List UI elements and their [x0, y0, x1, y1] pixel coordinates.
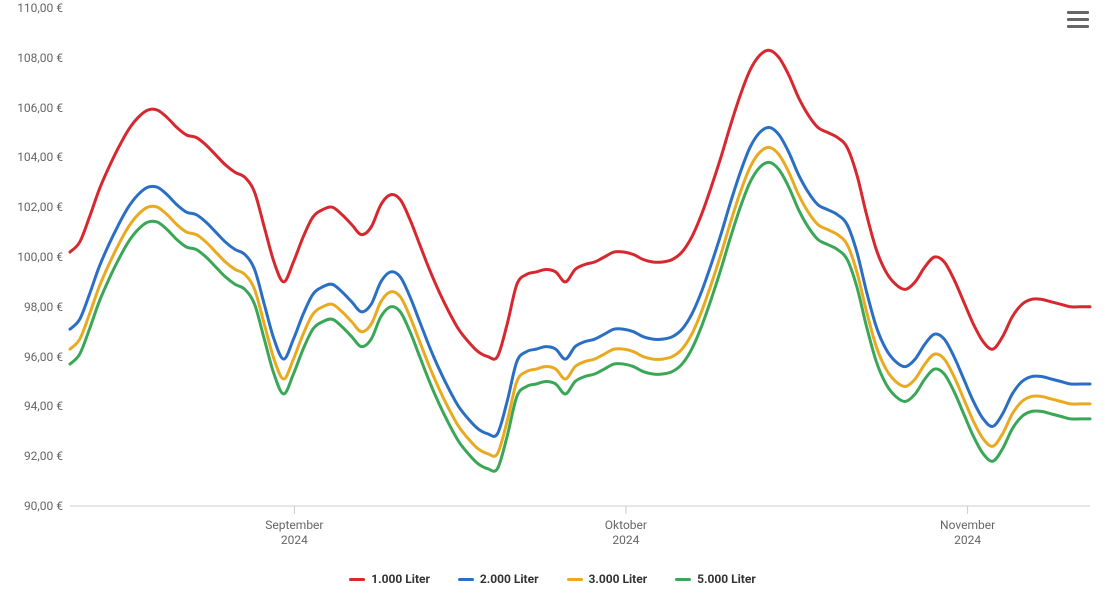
series-line	[70, 50, 1090, 359]
y-tick-label: 102,00 €	[17, 200, 63, 214]
legend-item[interactable]: 5.000 Liter	[675, 572, 756, 586]
x-tick-label: November2024	[940, 518, 995, 548]
series-line	[70, 127, 1090, 436]
y-tick-label: 108,00 €	[17, 51, 63, 65]
y-tick-label: 98,00 €	[24, 300, 63, 314]
chart-plot-area	[0, 0, 1105, 602]
y-tick-label: 92,00 €	[24, 449, 63, 463]
legend-swatch	[349, 578, 365, 581]
price-chart: 90,00 € 92,00 € 94,00 € 96,00 € 98,00 € 100,0…	[0, 0, 1105, 602]
y-tick-label: 104,00 €	[17, 150, 63, 164]
legend-swatch	[675, 578, 691, 581]
x-tick-label: September2024	[265, 518, 323, 548]
y-tick-label: 90,00 €	[24, 499, 63, 513]
y-tick-label: 96,00 €	[24, 350, 63, 364]
legend-label: 2.000 Liter	[480, 572, 539, 586]
chart-legend: 1.000 Liter 2.000 Liter 3.000 Liter 5.000 L…	[0, 572, 1105, 586]
legend-label: 1.000 Liter	[371, 572, 430, 586]
legend-item[interactable]: 1.000 Liter	[349, 572, 430, 586]
legend-label: 3.000 Liter	[589, 572, 648, 586]
legend-label: 5.000 Liter	[697, 572, 756, 586]
x-tick-label: Oktober2024	[605, 518, 647, 548]
y-tick-label: 106,00 €	[17, 101, 63, 115]
y-tick-label: 100,00 €	[17, 250, 63, 264]
legend-swatch	[567, 578, 583, 581]
y-tick-label: 110,00 €	[17, 1, 63, 15]
series-line	[70, 147, 1090, 456]
legend-swatch	[458, 578, 474, 581]
legend-item[interactable]: 3.000 Liter	[567, 572, 648, 586]
y-tick-label: 94,00 €	[24, 399, 63, 413]
series-line	[70, 162, 1090, 471]
legend-item[interactable]: 2.000 Liter	[458, 572, 539, 586]
